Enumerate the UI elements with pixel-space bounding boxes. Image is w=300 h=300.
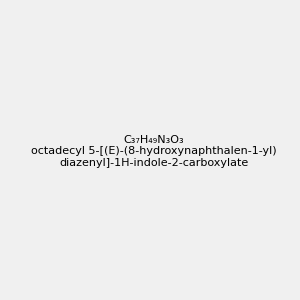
Text: C₃₇H₄₉N₃O₃
octadecyl 5-[(E)-(8-hydroxynaphthalen-1-yl)
diazenyl]-1H-indole-2-car: C₃₇H₄₉N₃O₃ octadecyl 5-[(E)-(8-hydroxyna… (31, 135, 277, 168)
